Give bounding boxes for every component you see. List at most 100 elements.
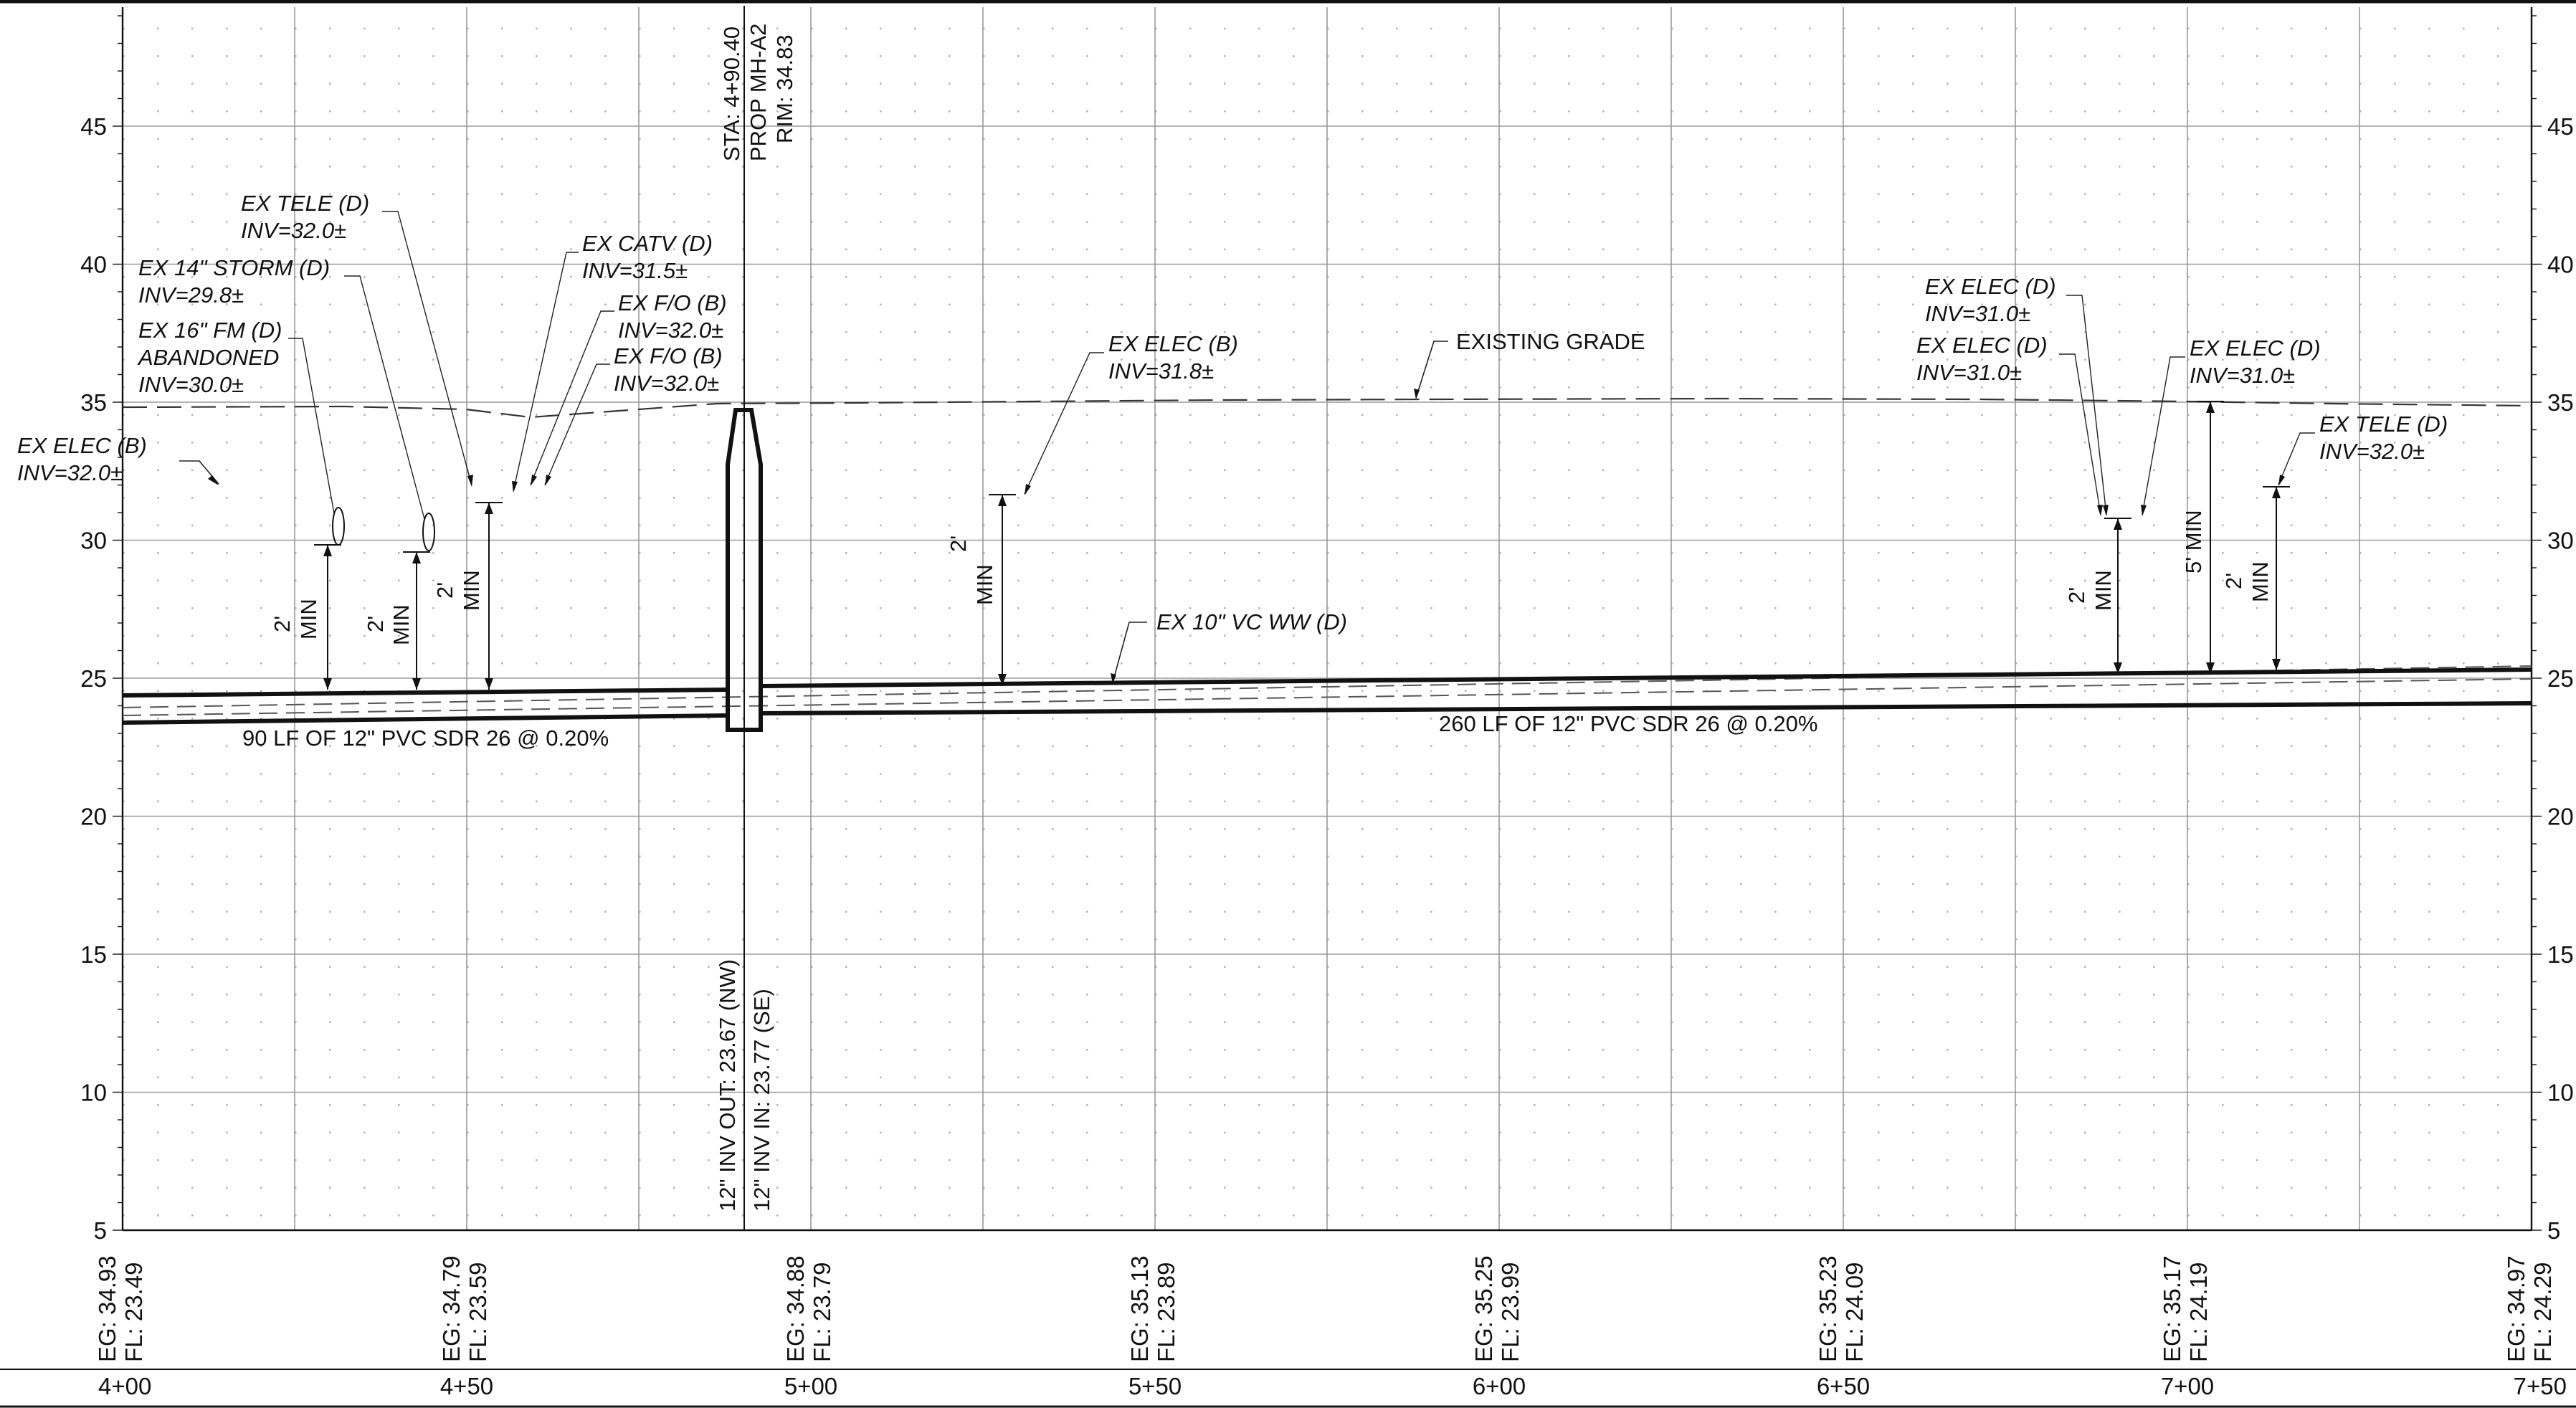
tele-right-name: EX TELE (D) [2319, 412, 2448, 437]
tele-right-leader [2278, 432, 2315, 485]
clearance-dim-1-value: 2' [270, 616, 295, 632]
existing-ww-top [122, 665, 2532, 708]
clearance-dim-4-min: MIN [972, 564, 997, 605]
elev-label-right: 40 [2547, 252, 2574, 278]
clearance-dim-6-arrow-down [2272, 659, 2281, 670]
elec-b-mid-inv: INV=31.8± [1108, 358, 1214, 384]
existing-ww-bottom [122, 678, 2532, 716]
elec-d3-name: EX ELEC (D) [2190, 336, 2321, 361]
station-fl-label: FL: 23.79 [809, 1262, 835, 1362]
elev-label-right: 20 [2547, 804, 2574, 830]
fo1-name: EX F/O (B) [618, 290, 727, 315]
clearance-dim-4-arrow-down [998, 674, 1007, 685]
station-label: 6+00 [1473, 1373, 1526, 1399]
fo2-leader [544, 363, 610, 485]
elev-label-left: 20 [80, 804, 107, 830]
elev-label-left: 15 [80, 941, 107, 968]
fm-inv: INV=30.0± [138, 372, 244, 397]
elec-b-far-name: EX ELEC (B) [17, 433, 147, 458]
storm-name: EX 14" STORM (D) [138, 255, 330, 280]
elec-d1-arrow [2103, 505, 2109, 516]
existing-grade-label: EXISTING GRADE [1456, 329, 1645, 354]
catv-leader [513, 252, 579, 492]
tele-left-leader [382, 211, 472, 486]
station-fl-label: FL: 24.09 [1841, 1262, 1868, 1362]
station-labels: EG: 34.93 FL: 23.49 EG: 34.79 FL: 23.59 EG: … [94, 1255, 2556, 1362]
elev-label-left: 40 [80, 252, 107, 278]
existing-grade-arrow [1414, 389, 1420, 399]
station-label: 5+00 [784, 1373, 837, 1399]
manhole-name-label: PROP MH-A2 [746, 24, 771, 161]
clearance-dim-3-arrow-down [485, 678, 493, 690]
elec-b-far-arrow [208, 475, 219, 485]
tele-right-inv: INV=32.0± [2319, 439, 2425, 464]
clearance-dim-1-arrow-down [323, 678, 332, 690]
station-label: 7+50 [2514, 1373, 2567, 1399]
tele-right-arrow [2278, 475, 2285, 486]
elec-b-mid-name: EX ELEC (B) [1108, 331, 1238, 356]
fm-name: EX 16" FM (D) [138, 318, 282, 343]
elec-d2-arrow [2097, 505, 2103, 516]
station-fl-label: FL: 23.89 [1153, 1262, 1179, 1362]
elec-d1-inv: INV=31.0± [1925, 301, 2030, 326]
fo1-arrow [531, 475, 537, 486]
station-eg-label: EG: 34.93 [94, 1255, 120, 1362]
left-pipe-label: 90 LF OF 12" PVC SDR 26 @ 0.20% [242, 726, 609, 751]
elec-d3-inv: INV=31.0± [2190, 363, 2295, 388]
elev-label-right: 35 [2547, 389, 2574, 416]
elev-label-right: 45 [2547, 113, 2574, 140]
pipe-top-left [122, 688, 728, 698]
elev-label-right: 5 [2547, 1217, 2560, 1244]
elev-label-right: 30 [2547, 528, 2574, 554]
station-fl-label: FL: 23.49 [120, 1262, 147, 1362]
fo2-inv: INV=32.0± [614, 371, 719, 396]
station-label: 6+50 [1817, 1373, 1870, 1399]
clearance-dim-5-min: MIN [2091, 570, 2116, 611]
station-eg-label: EG: 34.97 [2503, 1255, 2529, 1362]
elec-d1-leader [2066, 295, 2107, 515]
grid-lines [113, 7, 2542, 1232]
tele-left-arrow [467, 475, 473, 487]
elev-label-left: 10 [80, 1080, 107, 1106]
fm-leader [288, 338, 335, 514]
elec-d2-name: EX ELEC (D) [1916, 333, 2048, 358]
elev-label-right: 15 [2547, 941, 2574, 968]
tele-left-name: EX TELE (D) [241, 191, 369, 216]
elev-label-left: 30 [80, 528, 107, 554]
clearance-dim-4-arrow-up [998, 495, 1007, 506]
storm-leader [344, 275, 425, 520]
ww-label: EX 10" VC WW (D) [1156, 609, 1347, 634]
clearance-dim-2-min: MIN [389, 604, 414, 645]
pipe-bottom-right [760, 701, 2532, 715]
clearance-dim-4-value: 2' [946, 536, 971, 552]
elec-d2-leader [2059, 353, 2101, 515]
elev-label-right: 25 [2547, 665, 2574, 692]
station-eg-label: EG: 34.79 [438, 1255, 465, 1362]
elec-d3-leader [2142, 356, 2185, 515]
manhole-rim-label: RIM: 34.83 [772, 34, 797, 143]
fo2-name: EX F/O (B) [614, 343, 723, 368]
fo2-arrow [545, 475, 551, 486]
elev-label-left: 45 [80, 113, 107, 140]
elev-label-left: 35 [80, 389, 107, 416]
pipe-bottom-left [122, 713, 728, 725]
tele-left-inv: INV=32.0± [241, 218, 346, 243]
fm-note: ABANDONED [137, 345, 279, 370]
clearance-dim-2-value: 2' [363, 616, 388, 632]
manhole-inv-in-label: 12" INV IN: 23.77 (SE) [749, 989, 774, 1212]
elec-b-mid-arrow [1025, 484, 1031, 495]
clearance-dim-6-min: MIN [2248, 561, 2273, 602]
clearance-dim-3-arrow-up [485, 503, 493, 514]
station-fl-label: FL: 24.29 [2529, 1262, 2556, 1362]
clearance-dim-5-arrow-down [2114, 662, 2122, 674]
station-fl-label: FL: 23.59 [465, 1262, 491, 1362]
station-fl-label: FL: 24.19 [2185, 1262, 2212, 1362]
ww-leader [1112, 622, 1147, 683]
station-label: 7+00 [2161, 1373, 2214, 1399]
clearance-dim-5-arrow-up [2114, 518, 2122, 530]
elev-label-left: 25 [80, 665, 107, 692]
station-label: 4+50 [440, 1373, 493, 1399]
elec-d1-name: EX ELEC (D) [1925, 274, 2056, 299]
elec-d2-inv: INV=31.0± [1916, 360, 2022, 385]
station-fl-label: FL: 23.99 [1497, 1262, 1524, 1362]
